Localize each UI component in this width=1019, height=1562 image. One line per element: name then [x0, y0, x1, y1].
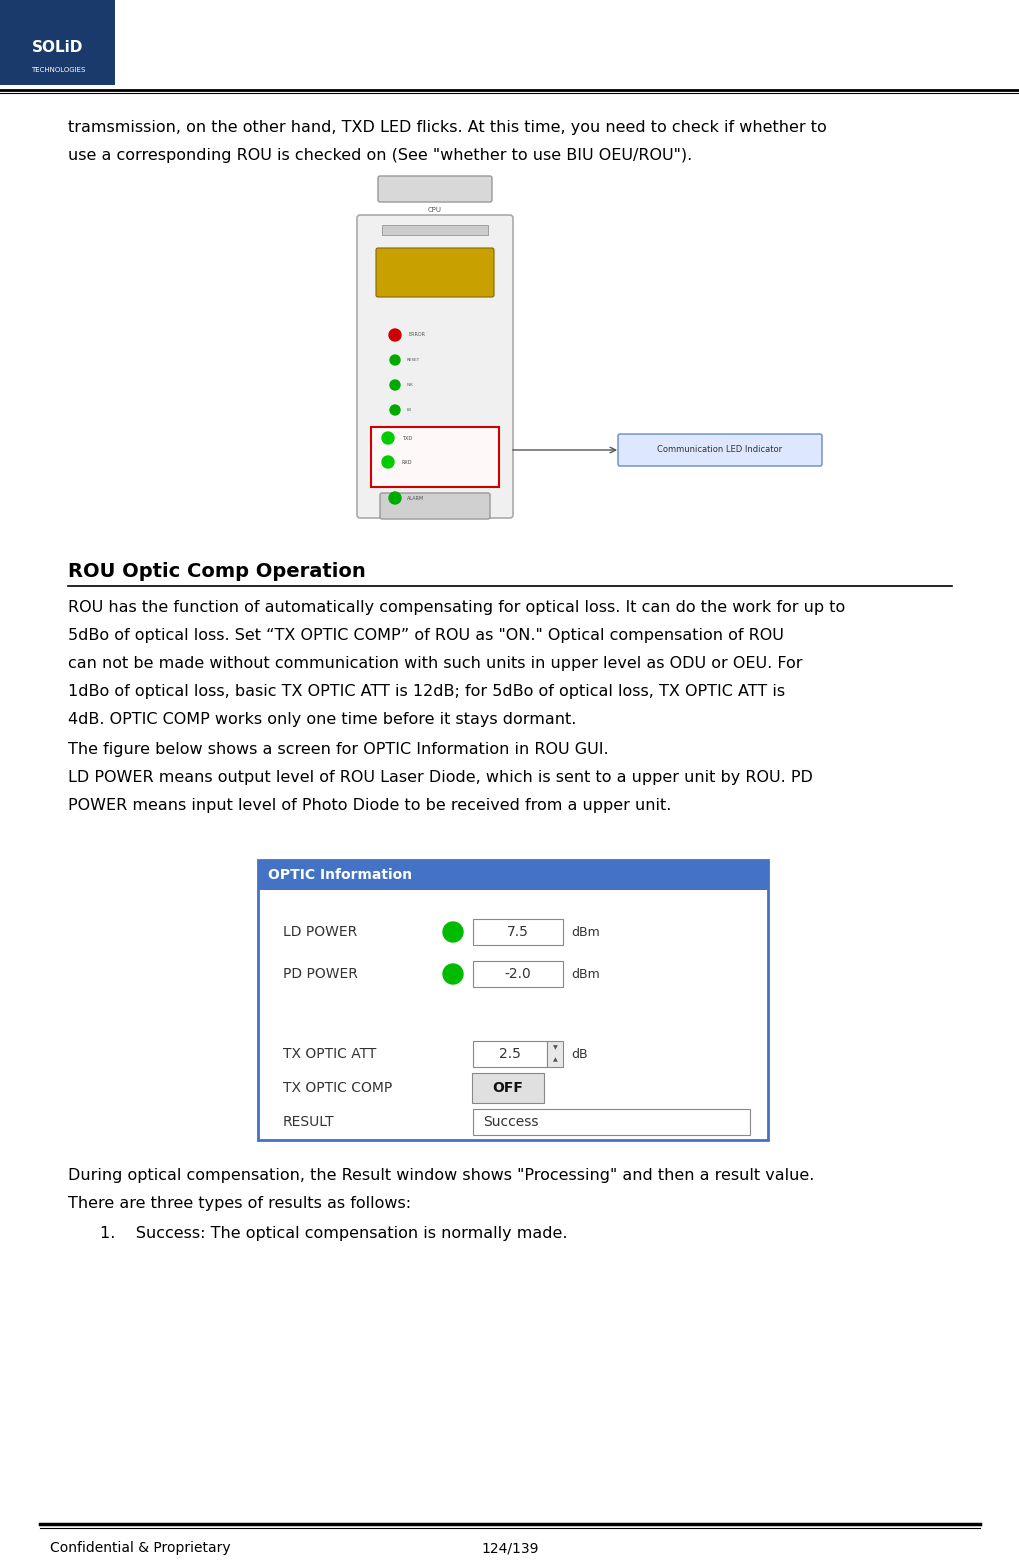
Text: LD POWER means output level of ROU Laser Diode, which is sent to a upper unit by: LD POWER means output level of ROU Laser…: [68, 770, 812, 786]
Bar: [258, 861, 767, 1140]
FancyBboxPatch shape: [472, 1073, 543, 1103]
Circle shape: [389, 405, 399, 415]
Text: RESET: RESET: [407, 358, 420, 362]
Text: 7.5: 7.5: [506, 925, 529, 939]
Text: 1dBo of optical loss, basic TX OPTIC ATT is 12dB; for 5dBo of optical loss, TX O: 1dBo of optical loss, basic TX OPTIC ATT…: [68, 684, 785, 700]
Text: use a corresponding ROU is checked on (See "whether to use BIU OEU/ROU").: use a corresponding ROU is checked on (S…: [68, 148, 692, 162]
Circle shape: [388, 492, 400, 505]
Text: ALARM: ALARM: [407, 495, 424, 500]
Text: OFF: OFF: [492, 1081, 523, 1095]
Text: SOLiD: SOLiD: [33, 41, 84, 56]
Text: -2.0: -2.0: [504, 967, 531, 981]
FancyBboxPatch shape: [380, 494, 489, 519]
Text: ERROR: ERROR: [409, 333, 426, 337]
Text: TX OPTIC COMP: TX OPTIC COMP: [282, 1081, 392, 1095]
Text: CPU: CPU: [428, 208, 441, 212]
Circle shape: [389, 355, 399, 366]
Text: RESULT: RESULT: [282, 1115, 334, 1129]
Text: OPTIC Information: OPTIC Information: [268, 868, 412, 883]
Text: Success: Success: [483, 1115, 538, 1129]
Text: ROU Optic Comp Operation: ROU Optic Comp Operation: [68, 562, 366, 581]
Text: dBm: dBm: [571, 926, 599, 939]
FancyBboxPatch shape: [357, 216, 513, 519]
Text: 124/139: 124/139: [481, 1542, 538, 1556]
Text: TX OPTIC ATT: TX OPTIC ATT: [282, 1047, 376, 1061]
Text: POWER means input level of Photo Diode to be received from a upper unit.: POWER means input level of Photo Diode t…: [68, 798, 671, 812]
FancyBboxPatch shape: [378, 177, 491, 201]
Bar: [473, 961, 562, 987]
Circle shape: [442, 922, 463, 942]
Circle shape: [389, 380, 399, 390]
Text: ▼: ▼: [552, 1045, 556, 1051]
Bar: [473, 1040, 546, 1067]
Text: 1.    Success: The optical compensation is normally made.: 1. Success: The optical compensation is …: [100, 1226, 567, 1240]
Circle shape: [442, 964, 463, 984]
FancyBboxPatch shape: [376, 248, 493, 297]
Text: LD POWER: LD POWER: [282, 925, 357, 939]
Text: ROU has the function of automatically compensating for optical loss. It can do t: ROU has the function of automatically co…: [68, 600, 845, 615]
Text: There are three types of results as follows:: There are three types of results as foll…: [68, 1196, 411, 1211]
Text: LB: LB: [407, 408, 412, 412]
Text: tramsmission, on the other hand, TXD LED flicks. At this time, you need to check: tramsmission, on the other hand, TXD LED…: [68, 120, 826, 134]
Text: dBm: dBm: [571, 967, 599, 981]
Text: The figure below shows a screen for OPTIC Information in ROU GUI.: The figure below shows a screen for OPTI…: [68, 742, 608, 758]
Text: TECHNOLOGIES: TECHNOLOGIES: [31, 67, 86, 73]
Text: 5dBo of optical loss. Set “TX OPTIC COMP” of ROU as "ON." Optical compensation o: 5dBo of optical loss. Set “TX OPTIC COMP…: [68, 628, 784, 644]
Text: PD POWER: PD POWER: [282, 967, 358, 981]
Bar: [258, 861, 767, 890]
Text: 4dB. OPTIC COMP works only one time before it stays dormant.: 4dB. OPTIC COMP works only one time befo…: [68, 712, 576, 726]
Bar: [473, 918, 562, 945]
Bar: [382, 225, 487, 234]
Bar: [546, 1040, 562, 1067]
Text: ▲: ▲: [552, 1057, 556, 1062]
Text: can not be made without communication with such units in upper level as ODU or O: can not be made without communication wi…: [68, 656, 802, 672]
Text: RXD: RXD: [401, 459, 412, 464]
Text: TXD: TXD: [401, 436, 412, 440]
Bar: [473, 1109, 749, 1136]
Circle shape: [388, 330, 400, 341]
FancyBboxPatch shape: [618, 434, 821, 465]
Text: INK: INK: [407, 383, 414, 387]
Circle shape: [382, 456, 393, 469]
FancyBboxPatch shape: [371, 426, 498, 487]
Text: 2.5: 2.5: [498, 1047, 521, 1061]
Text: Confidential & Proprietary: Confidential & Proprietary: [50, 1542, 230, 1556]
Text: Communication LED Indicator: Communication LED Indicator: [657, 445, 782, 455]
Bar: [0, 0, 115, 84]
Text: dB: dB: [571, 1048, 587, 1061]
Circle shape: [382, 433, 393, 444]
Text: During optical compensation, the Result window shows "Processing" and then a res: During optical compensation, the Result …: [68, 1168, 813, 1182]
